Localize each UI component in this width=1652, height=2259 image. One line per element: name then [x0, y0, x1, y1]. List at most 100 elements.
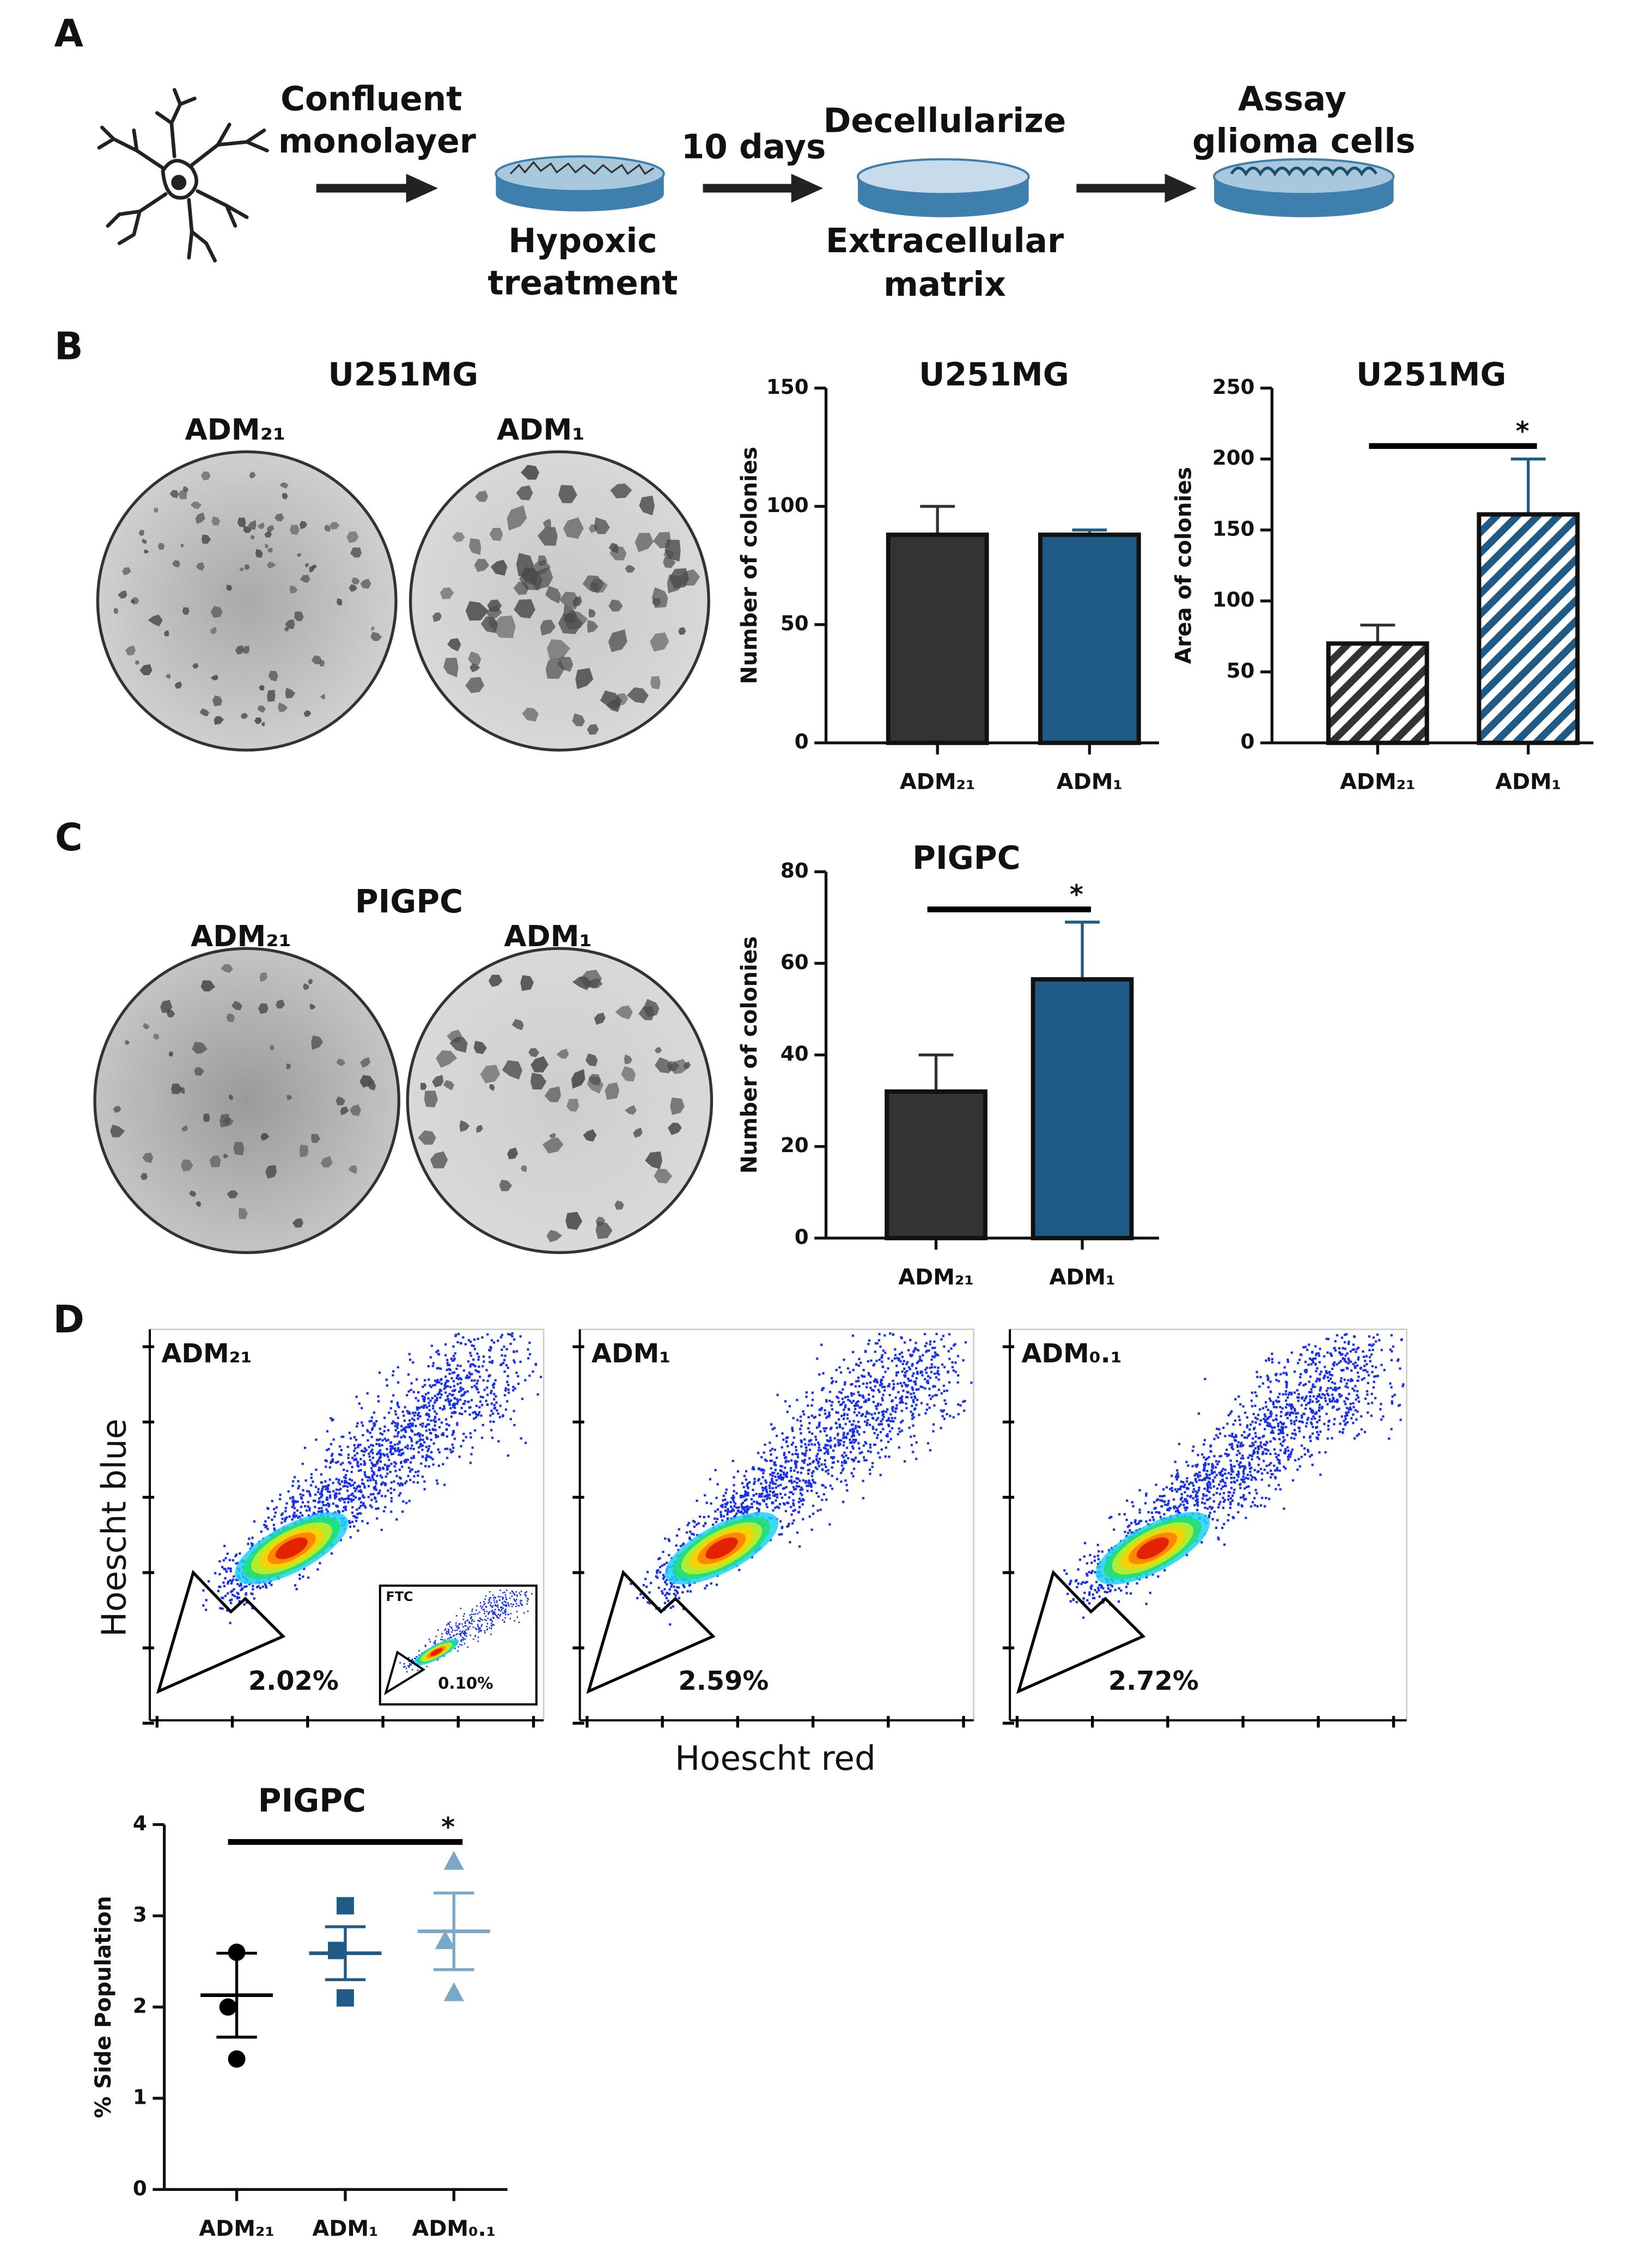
flow-plot: ADM₁ 2.59% [572, 1329, 974, 1728]
gate-percent: 2.59% [678, 1666, 769, 1696]
gate [1016, 1569, 1146, 1694]
bar [1038, 532, 1141, 745]
flow-inset-label: FTC [386, 1589, 413, 1604]
step-label: monolayer [278, 122, 476, 161]
data-point [328, 1941, 345, 1959]
chart: U251MG Area of colonies 0 50 100 150 200 250 ADM… [1171, 356, 1594, 795]
x-tick-label: ADM₂₁ [898, 1265, 974, 1290]
plate-title: U251MG [328, 356, 478, 393]
bar [1477, 512, 1580, 745]
chart-title: PIGPC [912, 839, 1020, 876]
gate-percent: 2.02% [248, 1666, 339, 1696]
gate [384, 1650, 426, 1695]
data-point [443, 1982, 464, 2001]
flow-plot-label: ADM₂₁ [161, 1339, 252, 1369]
dish [856, 158, 1030, 217]
panel-letter: B [54, 325, 83, 369]
y-tick-label: 150 [1212, 516, 1255, 540]
bar [885, 1089, 987, 1240]
y-tick-label: 3 [133, 1902, 147, 1926]
y-tick-label: 20 [781, 1133, 809, 1157]
dish-label: Extracellular [826, 222, 1064, 260]
panel-letter: C [55, 816, 83, 860]
x-tick-label: ADM₁ [1049, 1265, 1115, 1290]
chart: PIGPC Number of colonies 0 20 40 60 80 ADM₂₁ ADM… [737, 839, 1159, 1290]
dish-label: treatment [487, 264, 678, 302]
flow-inset: FTC 0.10% [379, 1584, 538, 1706]
data-point [336, 1989, 354, 2007]
chart-title: U251MG [1356, 356, 1507, 393]
y-tick-label: 80 [781, 858, 809, 882]
dish-label: glioma cells [1192, 122, 1416, 161]
data-point [219, 1998, 237, 2016]
flow-y-label: Hoescht blue [95, 1418, 134, 1637]
y-tick-label: 0 [795, 1225, 809, 1249]
bar [886, 532, 989, 745]
chart-title: PIGPC [258, 1782, 366, 1819]
panel-letter: A [54, 12, 83, 56]
x-tick-label: ADM₂₁ [199, 2216, 275, 2241]
flow-plot-label: ADM₁ [592, 1339, 670, 1369]
plate-label: ADM₂₁ [185, 413, 286, 447]
y-axis-label: % Side Population [91, 1896, 116, 2118]
gate [156, 1569, 286, 1694]
x-tick-label: ADM₂₁ [1340, 770, 1416, 795]
neuron-icon [97, 88, 269, 263]
data-point [435, 1930, 455, 1950]
y-axis-label: Number of colonies [737, 936, 762, 1174]
colony-plate [409, 450, 710, 752]
y-tick-label: 1 [133, 2085, 147, 2109]
y-tick-label: 250 [1212, 375, 1255, 399]
gate-percent: 0.10% [438, 1674, 493, 1692]
y-tick-label: 4 [133, 1811, 147, 1835]
step-label: Decellularize [824, 102, 1066, 141]
panel-letter: D [53, 1298, 84, 1342]
arrow [703, 174, 824, 203]
y-tick-label: 50 [781, 611, 809, 635]
colony-plate [96, 450, 398, 752]
chart-title: U251MG [919, 356, 1069, 393]
y-tick-label: 0 [133, 2176, 147, 2200]
flow-plot: ADM₀.₁ 2.72% [1002, 1329, 1407, 1728]
dish-label: Assay [1238, 80, 1346, 119]
x-tick-label: ADM₁ [312, 2216, 378, 2241]
significance-label: * [441, 1812, 455, 1842]
plate-title: PIGPC [355, 883, 463, 920]
dish [1212, 158, 1395, 217]
gate-percent: 2.72% [1108, 1666, 1199, 1696]
bar [1326, 641, 1429, 745]
x-tick-label: ADM₁ [1057, 770, 1123, 795]
x-tick-label: ADM₂₁ [900, 770, 976, 795]
colony-plate [93, 947, 400, 1255]
arrow [316, 174, 438, 203]
flow-plot: ADM₂₁ 2.02% FTC 0.10% [142, 1329, 545, 1728]
chart: U251MG Number of colonies 0 50 100 150 ADM₂₁ AD… [737, 356, 1159, 795]
bar [1031, 977, 1134, 1240]
x-tick-label: ADM₁ [1495, 770, 1561, 795]
step-label: 10 days [681, 127, 826, 166]
y-tick-label: 50 [1227, 659, 1255, 683]
dish-label: Hypoxic [508, 222, 657, 260]
data-point [228, 2050, 246, 2068]
gate [586, 1569, 716, 1694]
step-label: Confluent [281, 80, 462, 119]
y-tick-label: 0 [1240, 729, 1254, 753]
y-tick-label: 40 [781, 1042, 809, 1065]
y-axis-label: Area of colonies [1171, 467, 1196, 664]
chart: PIGPC % Side Population 0 1 2 3 4 ADM₂₁ ADM₁ ADM₀… [91, 1782, 508, 2241]
y-tick-label: 100 [1212, 588, 1255, 612]
flow-x-label: Hoescht red [675, 1739, 876, 1778]
plate-label: ADM₁ [497, 413, 584, 447]
dish-label: matrix [883, 265, 1006, 304]
colony-plate [406, 947, 714, 1255]
significance-label: * [1070, 880, 1083, 910]
arrow [1076, 174, 1197, 203]
y-tick-label: 2 [133, 1994, 147, 2018]
y-tick-label: 150 [766, 375, 809, 399]
y-tick-label: 200 [1212, 446, 1255, 470]
y-tick-label: 60 [781, 950, 809, 974]
flow-plot-label: ADM₀.₁ [1021, 1339, 1121, 1369]
dish [495, 155, 665, 212]
